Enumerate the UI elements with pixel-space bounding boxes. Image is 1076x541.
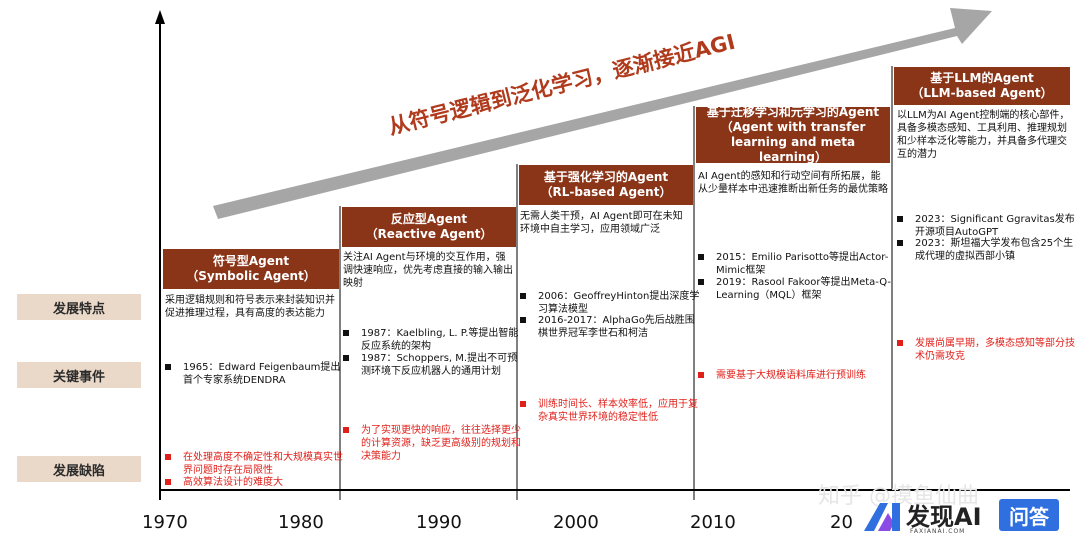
row-label-events: 关键事件 — [17, 362, 141, 388]
era-title: 反应型Agent — [390, 212, 468, 226]
era-reactive-event: 1987：Kaelbling, L. P.等提出智能反应系统的架构 — [343, 327, 521, 353]
era-reactive-feature: 关注AI Agent与环境的交互作用，强调快速响应，优先考虑直接的输入输出映射 — [343, 252, 513, 289]
era-reactive-header: 反应型Agent （Reactive Agent） — [342, 207, 516, 247]
year-label: 2000 — [553, 512, 599, 533]
qa-button[interactable]: 问答 — [999, 499, 1059, 531]
era-llm-header: 基于LLM的Agent （LLM-based Agent） — [894, 67, 1070, 105]
year-label: 1980 — [278, 512, 324, 533]
era-symbolic-feature: 采用逻辑规则和符号表示来封装知识并促进推理过程，具有高度的表达能力 — [165, 295, 335, 319]
row-label-features: 发展特点 — [17, 294, 141, 320]
era-rl-defect: 训练时间长、样本效率低，应用于复杂真实世界环境的稳定性低 — [520, 398, 703, 424]
era-transfer-feature: AI Agent的感知和行动空间有所拓展，能从少量样本中迅速推断出新任务的最优策… — [698, 171, 888, 195]
year-label: 2010 — [690, 512, 736, 533]
watermark-sub: FAXIANAI.COM — [910, 528, 966, 535]
era-symbolic-header: 符号型Agent （Symbolic Agent） — [163, 249, 339, 289]
era-transfer-event: 2019：Rasool Fakoor等提出Meta-Q-Learning（MQL… — [698, 276, 896, 302]
era-llm-defect: 发展尚属早期，多模态感知等部分技术仍需攻克 — [897, 337, 1076, 363]
era-symbolic-defect: 在处理高度不确定性和大规模真实世界问题时存在局限性 — [165, 451, 348, 477]
era-reactive-defect: 为了实现更快的响应，往往选择更少的计算资源，缺乏更高级别的规划和决策能力 — [343, 424, 521, 463]
era-subtitle: （RL-based Agent） — [540, 185, 672, 199]
year-label: 1990 — [416, 512, 462, 533]
era-llm-event: 2023：Significant Ggravitas发布开源项目AutoGPT — [897, 213, 1076, 239]
era-transfer-event: 2015：Emilio Parisotto等提出Actor-Mimic框架 — [698, 251, 896, 277]
era-subtitle: （Reactive Agent） — [365, 227, 493, 241]
faxian-ai-logo-icon — [864, 503, 900, 531]
era-rl-feature: 无需人类干预，AI Agent即可在未知环境中自主学习，应用领域广泛 — [520, 211, 683, 235]
era-reactive-event: 1987：Schoppers, M.提出不可预测环境下反应机器人的通用计划 — [343, 352, 521, 378]
progress-arrow — [213, 8, 992, 219]
watermark-brand: 发现AI — [906, 503, 982, 531]
y-axis-arrowhead — [155, 10, 165, 24]
year-label: 1970 — [142, 512, 188, 533]
era-llm-feature: 以LLM为AI Agent控制端的核心部件，具备多模态感知、工具利用、推理规划和… — [897, 110, 1070, 160]
era-rl-event: 2016-2017：AlphaGo先后战胜围棋世界冠军李世石和柯洁 — [520, 314, 703, 340]
era-llm-event: 2023：斯坦福大学发布包含25个生成代理的虚拟西部小镇 — [897, 237, 1076, 263]
era-title: 符号型Agent — [212, 254, 290, 268]
era-subtitle: （Symbolic Agent） — [186, 269, 316, 283]
year-label: 20 — [830, 512, 853, 533]
era-subtitle: （Agent with transfer learning and meta l… — [720, 120, 866, 164]
era-transfer-header: 基于迁移学习和元学习的Agent （Agent with transfer le… — [696, 105, 890, 164]
era-rl-header: 基于强化学习的Agent （RL-based Agent） — [519, 165, 693, 205]
era-subtitle: （LLM-based Agent） — [911, 86, 1053, 100]
era-transfer-defect: 需要基于大规模语料库进行预训练 — [698, 369, 901, 382]
era-title: 基于强化学习的Agent — [543, 170, 669, 184]
era-rl-event: 2006：GeoffreyHinton提出深度学习算法模型 — [520, 290, 703, 316]
era-symbolic-event: 1965：Edward Feigenbaum提出首个专家系统DENDRA — [165, 361, 348, 387]
era-title: 基于迁移学习和元学习的Agent — [706, 105, 880, 119]
era-symbolic-defect: 高效算法设计的难度大 — [165, 476, 348, 489]
era-title: 基于LLM的Agent — [930, 71, 1034, 85]
row-label-defects: 发展缺陷 — [17, 456, 141, 482]
